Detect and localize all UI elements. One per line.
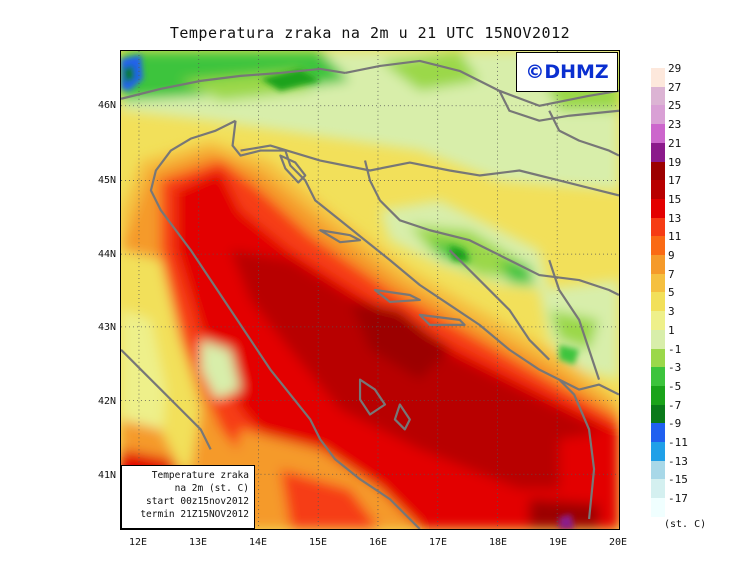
- color-legend: 29 27 25 23 21 19 17 15 13 11 9 7 5 3 1 -1 -3 -5 -7 -9 -11 -1…: [651, 62, 731, 518]
- info-line: na 2m (st. C): [174, 483, 249, 494]
- lon-tick-label: 13E: [188, 537, 208, 548]
- legend-swatch: [651, 273, 665, 293]
- lat-tick-label: 43N: [97, 322, 116, 333]
- info-line: termin 21Z15NOV2012: [140, 509, 249, 520]
- lon-tick-label: 12E: [128, 537, 148, 548]
- legend-swatch: [651, 142, 665, 162]
- legend-swatch: [651, 255, 665, 274]
- legend-label: 19: [668, 155, 682, 169]
- legend-swatch: [651, 105, 665, 125]
- temperature-map: [120, 50, 620, 530]
- lat-tick-label: 44N: [97, 249, 116, 260]
- legend-swatch: [651, 292, 665, 312]
- info-line: Temperature zraka: [151, 470, 249, 481]
- legend-swatch: [651, 498, 665, 518]
- legend-label: 29: [668, 62, 682, 75]
- legend-swatch: [651, 86, 665, 106]
- coastlines-and-borders: [121, 59, 619, 529]
- legend-label: 21: [668, 136, 682, 150]
- graticule: [121, 51, 619, 529]
- legend-label: -3: [668, 361, 682, 375]
- legend-swatch: [651, 161, 665, 181]
- lon-tick-label: 15E: [308, 537, 328, 548]
- legend-swatch: [651, 198, 665, 218]
- legend-label: -9: [668, 417, 682, 431]
- legend-unit: (st. C): [664, 519, 707, 530]
- legend-label: 27: [668, 80, 682, 94]
- temperature-field: [121, 51, 619, 529]
- legend-swatch: [651, 180, 665, 200]
- legend-swatch: [651, 236, 665, 256]
- legend-label: 3: [668, 305, 675, 319]
- chart-title: Temperatura zraka na 2m u 21 UTC 15NOV20…: [169, 24, 571, 42]
- lat-tick-label: 45N: [97, 175, 116, 186]
- lon-tick-label: 20E: [608, 537, 628, 548]
- legend-label: 17: [668, 174, 682, 188]
- legend-label: 1: [668, 323, 675, 337]
- legend-swatch: [651, 348, 665, 368]
- lon-tick-label: 14E: [248, 537, 268, 548]
- legend-label: -1: [668, 342, 682, 356]
- legend-label: 25: [668, 99, 682, 113]
- lat-tick-label: 42N: [97, 396, 116, 407]
- legend-swatch: [651, 404, 665, 424]
- legend-swatch: [651, 442, 665, 461]
- legend-swatch: [651, 385, 665, 405]
- legend-swatch: [651, 479, 665, 499]
- legend-label: 23: [668, 118, 682, 132]
- dhmz-logo: ©DHMZ: [516, 52, 618, 92]
- legend-swatch: [651, 311, 665, 331]
- legend-swatch: [651, 124, 665, 144]
- legend-swatch: [651, 329, 665, 349]
- legend-label: -17: [668, 492, 688, 506]
- legend-label: -13: [668, 454, 688, 468]
- lat-tick-label: 46N: [97, 100, 116, 111]
- legend-swatch: [651, 460, 665, 480]
- legend-label: 13: [668, 211, 682, 225]
- legend-label: 15: [668, 192, 682, 206]
- legend-swatch: [651, 68, 665, 87]
- legend-label: -5: [668, 379, 682, 393]
- lon-tick-label: 18E: [488, 537, 508, 548]
- legend-label: -15: [668, 473, 688, 487]
- lon-tick-label: 19E: [548, 537, 568, 548]
- lat-tick-label: 41N: [97, 470, 116, 481]
- legend-label: 7: [668, 267, 675, 281]
- legend-swatch: [651, 217, 665, 237]
- lon-tick-label: 16E: [368, 537, 388, 548]
- legend-label: 9: [668, 249, 675, 262]
- legend-swatch: [651, 423, 665, 443]
- lon-tick-label: 17E: [428, 537, 448, 548]
- legend-label: 5: [668, 286, 675, 300]
- info-box: Temperature zraka na 2m (st. C) start 00…: [121, 465, 255, 529]
- legend-label: -11: [668, 436, 688, 449]
- info-line: start 00z15nov2012: [146, 496, 249, 507]
- legend-label: 11: [668, 230, 682, 244]
- legend-swatch: [651, 367, 665, 387]
- legend-label: -7: [668, 398, 682, 412]
